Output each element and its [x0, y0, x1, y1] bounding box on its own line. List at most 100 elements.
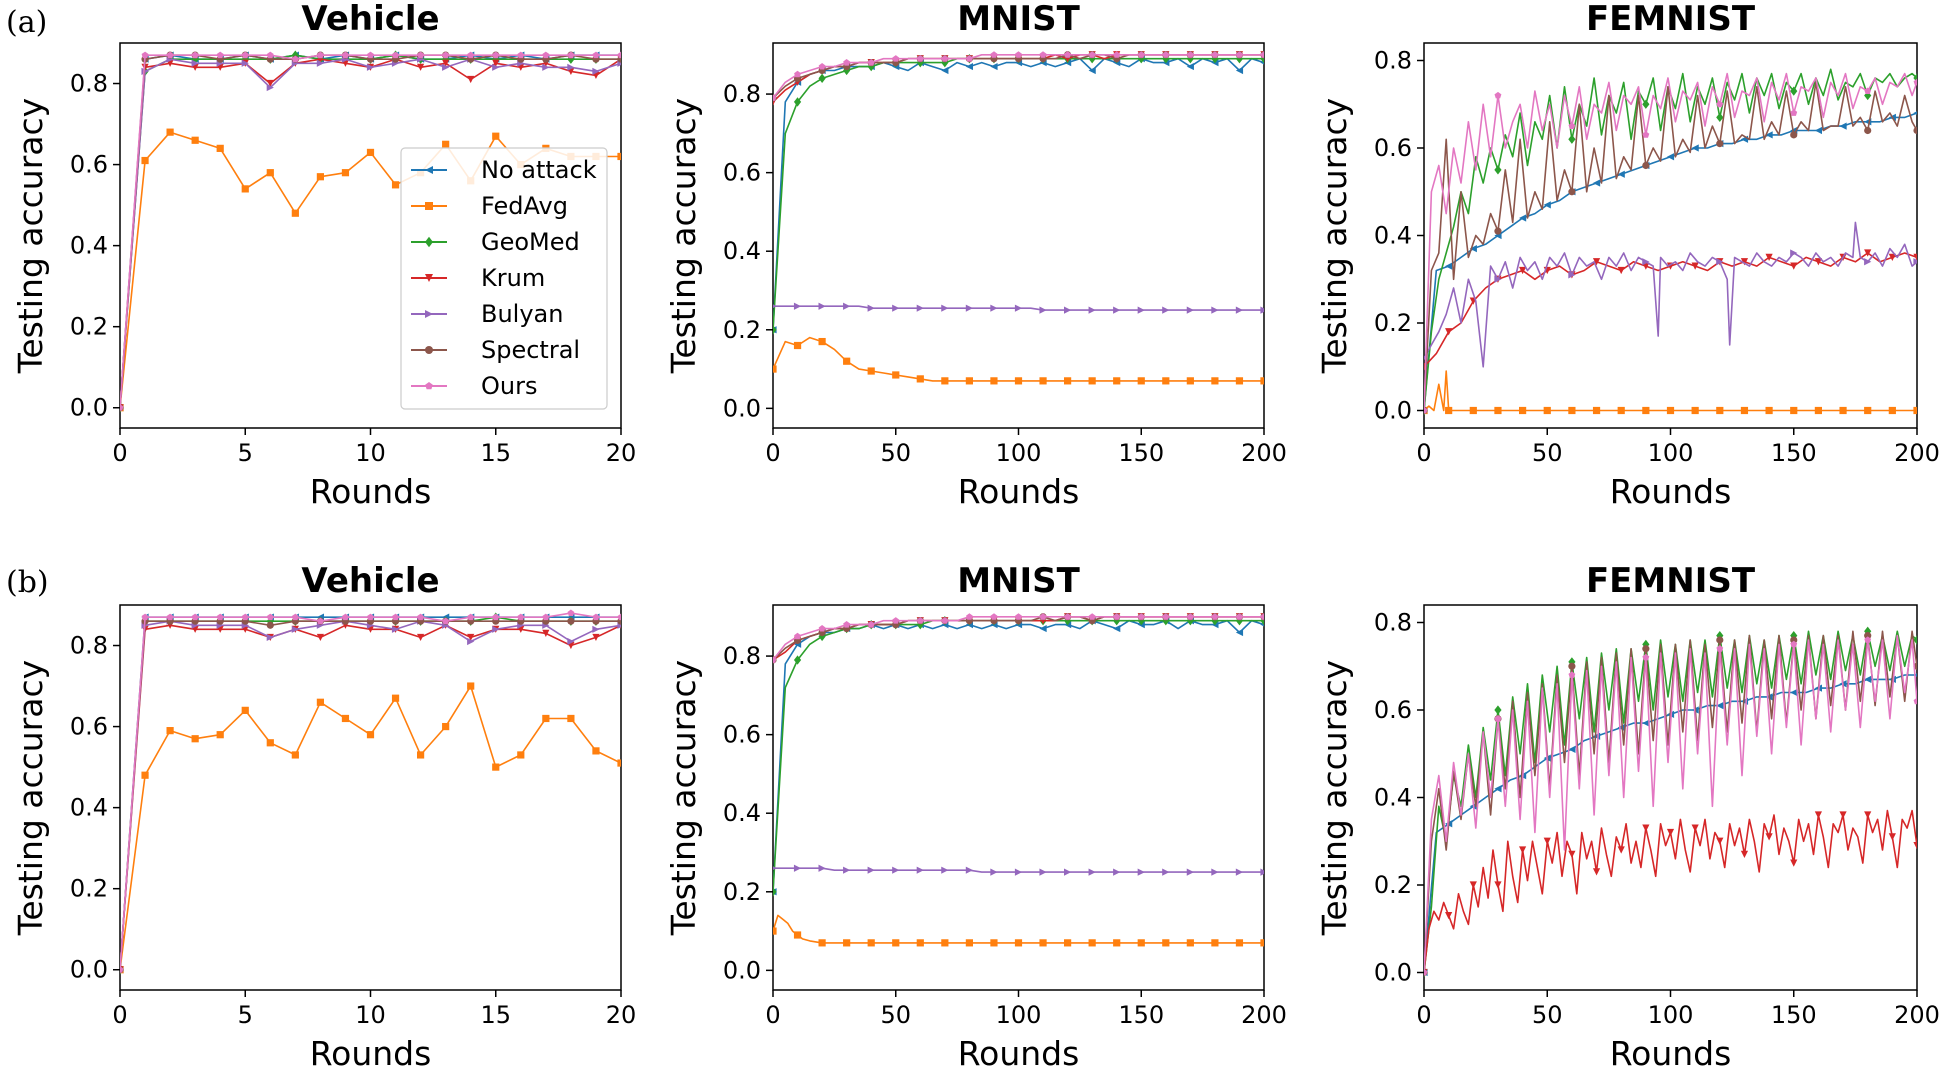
data-point-ours: [1864, 636, 1872, 643]
data-point-ours: [617, 51, 621, 59]
data-point-fedavg: [916, 375, 924, 383]
data-point-ours: [492, 613, 500, 621]
data-point-bulyan: [1014, 868, 1023, 876]
data-point-fedavg: [366, 148, 375, 157]
legend-label: Ours: [481, 372, 537, 400]
data-point-no-attack: [941, 66, 949, 75]
data-point-bulyan: [592, 625, 600, 633]
data-point-ours: [166, 51, 174, 59]
data-point-fedavg: [617, 152, 621, 161]
data-point-fedavg: [1494, 406, 1502, 415]
data-point-ours: [1113, 51, 1121, 58]
data-point-spectral: [567, 617, 575, 625]
data-point-fedavg: [1888, 406, 1896, 415]
data-point-fedavg: [867, 367, 875, 375]
legend: No attack FedAvg GeoMed Krum Bulyan Spectral O…: [400, 147, 608, 410]
data-point-fedavg: [1162, 939, 1170, 947]
data-point-ours: [794, 632, 801, 640]
data-point-fedavg: [1519, 406, 1527, 415]
data-point-no-attack: [1235, 66, 1244, 75]
plot-area: [120, 609, 621, 975]
data-point-krum: [1864, 249, 1872, 257]
x-axis-label: Rounds: [958, 472, 1080, 511]
data-point-krum: [1913, 253, 1917, 261]
data-point-ours: [773, 656, 777, 663]
data-point-no-attack: [1617, 170, 1625, 178]
x-tick-label: 20: [606, 439, 637, 467]
data-point-no-attack: [1592, 179, 1601, 187]
data-point-ours: [1260, 51, 1264, 58]
data-point-fedavg: [442, 722, 450, 731]
data-point-ours: [241, 613, 249, 621]
row-label-a: (a): [6, 5, 47, 40]
x-tick-label: 10: [355, 1001, 386, 1029]
y-tick-label: 0.4: [723, 237, 761, 265]
data-point-no-attack: [1691, 144, 1699, 152]
data-point-fedavg: [1260, 939, 1264, 947]
data-point-ours: [542, 51, 550, 59]
data-point-bulyan: [990, 868, 998, 876]
data-point-fedavg: [1260, 377, 1264, 385]
x-tick-label: 5: [238, 439, 253, 467]
data-point-ours: [191, 613, 199, 621]
data-point-ours: [1064, 613, 1071, 620]
data-point-ours: [1015, 51, 1022, 58]
x-tick-label: 200: [1241, 439, 1287, 467]
data-point-no-attack: [1666, 153, 1675, 161]
data-point-bulyan: [492, 625, 500, 633]
x-tick-label: 0: [112, 439, 127, 467]
data-point-ours: [141, 51, 149, 59]
data-point-bulyan: [965, 304, 973, 312]
data-point-ours: [966, 55, 973, 62]
data-point-ours: [317, 51, 324, 59]
data-point-fedavg: [1014, 939, 1023, 947]
data-point-ours: [617, 613, 621, 621]
data-point-krum: [492, 59, 500, 67]
data-point-krum: [1765, 833, 1773, 841]
data-point-krum: [417, 63, 425, 71]
data-point-bulyan: [1014, 304, 1023, 312]
data-point-krum: [1445, 912, 1453, 920]
data-point-bulyan: [1864, 258, 1872, 266]
y-tick-label: 0.2: [1374, 871, 1412, 899]
data-point-krum: [1592, 868, 1601, 876]
data-point-spectral: [1790, 131, 1798, 139]
y-tick-label: 0.2: [70, 313, 108, 341]
y-axis-label: Testing accuracy: [1315, 660, 1354, 936]
data-point-ours: [966, 613, 973, 620]
data-point-fedavg: [892, 371, 900, 379]
data-point-ours: [542, 613, 550, 621]
data-point-bulyan: [1235, 868, 1244, 876]
x-tick-label: 0: [112, 1001, 127, 1029]
data-point-fedavg: [291, 751, 299, 759]
data-point-krum: [1716, 837, 1724, 845]
data-point-fedavg: [216, 731, 224, 739]
data-point-fedavg: [1666, 406, 1675, 415]
data-point-fedavg: [542, 714, 550, 723]
data-point-bulyan: [1568, 271, 1576, 279]
data-point-ours: [1186, 51, 1194, 58]
data-point-ours: [1039, 51, 1047, 58]
data-point-spectral: [1716, 636, 1724, 644]
data-point-spectral: [1568, 662, 1576, 670]
legend-item-bulyan: Bulyan: [411, 300, 563, 328]
data-point-fedavg: [843, 357, 851, 365]
data-point-fedavg: [1186, 939, 1194, 947]
data-point-fedavg: [1740, 406, 1749, 415]
data-point-ours: [892, 55, 900, 62]
data-point-ours: [916, 617, 924, 624]
data-point-ours: [266, 613, 274, 621]
data-point-fedavg: [442, 140, 450, 148]
data-point-bulyan: [467, 637, 475, 646]
data-point-fedavg: [467, 682, 475, 690]
data-point-ours: [818, 63, 826, 70]
data-point-krum: [1445, 328, 1453, 336]
data-point-fedavg: [1113, 377, 1121, 385]
data-point-bulyan: [916, 866, 924, 874]
x-tick-label: 50: [880, 439, 911, 467]
data-point-bulyan: [941, 304, 949, 312]
data-point-ours: [867, 59, 875, 66]
data-point-bulyan: [592, 67, 600, 75]
plot-area: [1424, 626, 1917, 978]
